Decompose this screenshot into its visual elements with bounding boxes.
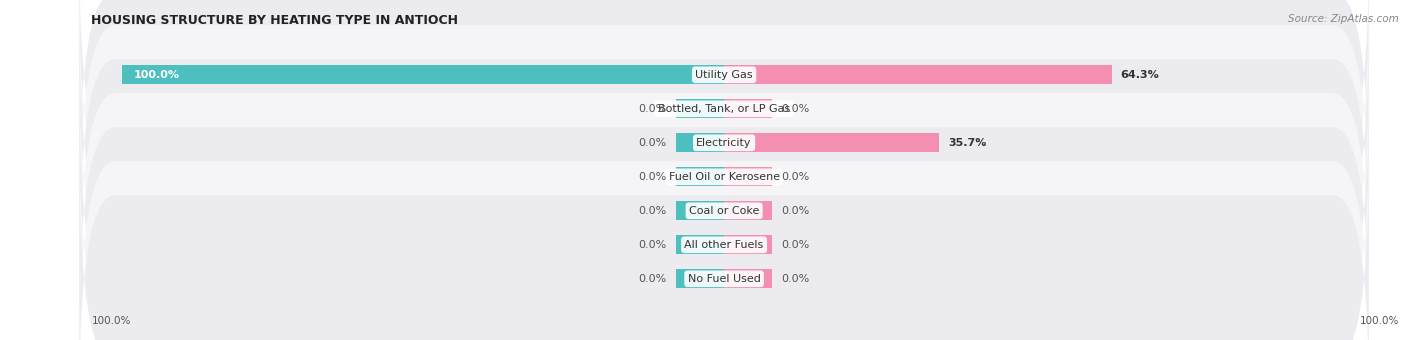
Text: Source: ZipAtlas.com: Source: ZipAtlas.com (1288, 14, 1399, 23)
Text: Coal or Coke: Coal or Coke (689, 206, 759, 216)
Text: 0.0%: 0.0% (782, 104, 810, 114)
Text: 0.0%: 0.0% (782, 172, 810, 182)
Bar (724, 134, 939, 152)
FancyBboxPatch shape (79, 90, 1369, 331)
Text: Fuel Oil or Kerosene: Fuel Oil or Kerosene (668, 172, 780, 182)
Bar (676, 236, 724, 254)
Text: 0.0%: 0.0% (638, 274, 666, 284)
Bar (676, 100, 724, 118)
Text: 35.7%: 35.7% (948, 138, 987, 148)
FancyBboxPatch shape (79, 0, 1369, 195)
Bar (724, 270, 772, 288)
Text: Electricity: Electricity (696, 138, 752, 148)
Bar (724, 236, 772, 254)
Bar (676, 202, 724, 220)
Bar (724, 168, 772, 186)
Text: 64.3%: 64.3% (1121, 70, 1160, 80)
Text: 0.0%: 0.0% (782, 206, 810, 216)
Bar (724, 202, 772, 220)
FancyBboxPatch shape (79, 0, 1369, 229)
Text: 0.0%: 0.0% (638, 104, 666, 114)
FancyBboxPatch shape (79, 158, 1369, 340)
Bar (676, 270, 724, 288)
Bar (724, 100, 772, 118)
Text: 100.0%: 100.0% (1360, 317, 1399, 326)
Text: 0.0%: 0.0% (782, 274, 810, 284)
Bar (121, 66, 724, 84)
Text: 0.0%: 0.0% (638, 240, 666, 250)
Text: 0.0%: 0.0% (638, 206, 666, 216)
Text: Utility Gas: Utility Gas (696, 70, 752, 80)
Text: 0.0%: 0.0% (782, 240, 810, 250)
Text: 0.0%: 0.0% (638, 172, 666, 182)
Bar (724, 66, 1112, 84)
Text: Bottled, Tank, or LP Gas: Bottled, Tank, or LP Gas (658, 104, 790, 114)
Text: 100.0%: 100.0% (91, 317, 131, 326)
Text: HOUSING STRUCTURE BY HEATING TYPE IN ANTIOCH: HOUSING STRUCTURE BY HEATING TYPE IN ANT… (91, 14, 458, 27)
Text: 0.0%: 0.0% (638, 138, 666, 148)
FancyBboxPatch shape (79, 124, 1369, 340)
Text: 100.0%: 100.0% (134, 70, 180, 80)
FancyBboxPatch shape (79, 56, 1369, 297)
Text: No Fuel Used: No Fuel Used (688, 274, 761, 284)
Bar (676, 134, 724, 152)
FancyBboxPatch shape (79, 22, 1369, 263)
Bar (676, 168, 724, 186)
Text: All other Fuels: All other Fuels (685, 240, 763, 250)
